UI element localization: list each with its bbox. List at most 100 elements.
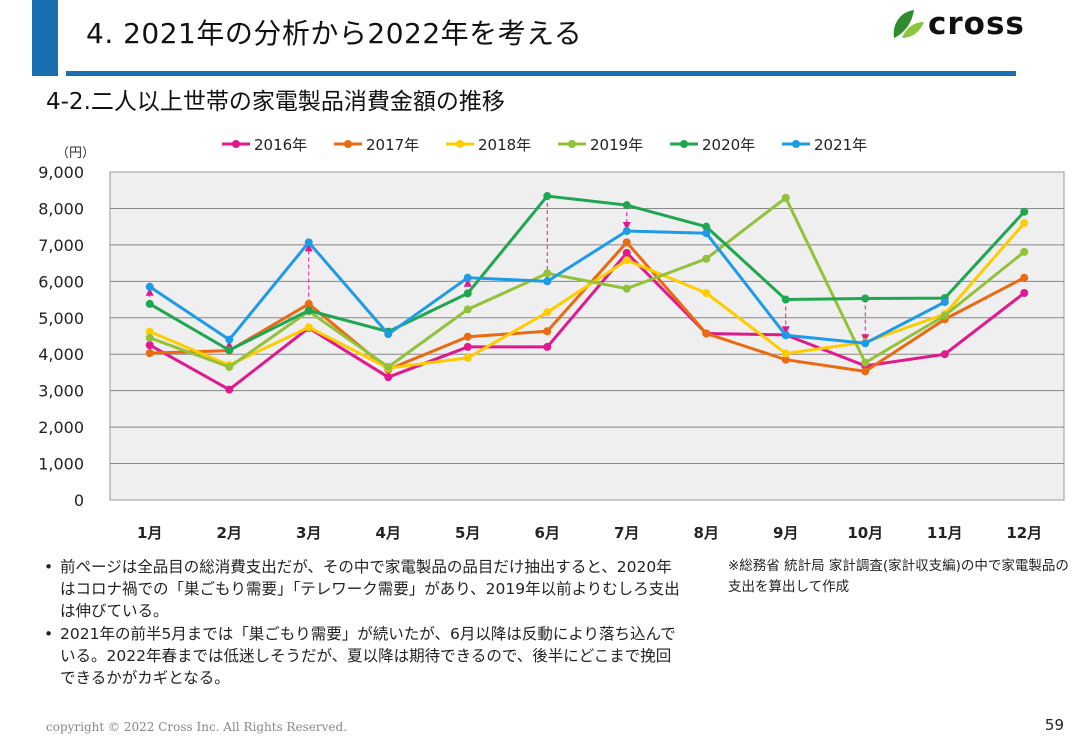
logo-wordmark: cross — [928, 6, 1025, 42]
data-point — [622, 248, 631, 257]
legend-swatch-marker — [344, 140, 352, 148]
data-point — [463, 289, 472, 298]
data-point — [225, 385, 234, 394]
legend-label: 2019年 — [590, 136, 643, 154]
annotation-arrow — [304, 243, 313, 252]
data-point — [781, 331, 790, 340]
data-point — [940, 311, 949, 320]
y-tick-label: 9,000 — [38, 163, 84, 182]
data-point — [1020, 273, 1029, 282]
data-point — [702, 229, 711, 238]
x-tick-labels: 1月 2月 3月 4月 5月 6月 7月 8月 9月 10月 11月 12月 — [137, 524, 1042, 542]
x-tick-label: 8月 — [694, 524, 719, 542]
data-point — [463, 342, 472, 351]
source-note: ※総務省 統計局 家計調査(家計収支編)の中で家電製品の支出を算出して作成 — [728, 558, 1069, 595]
title-accent-bar — [32, 0, 58, 76]
series-line-2020年 — [148, 194, 1026, 352]
x-tick-label: 4月 — [376, 524, 401, 542]
x-tick-label: 1月 — [137, 524, 162, 542]
y-tick-label: 0 — [74, 491, 84, 510]
data-point — [1020, 247, 1029, 256]
chart-legend: 2016年 2017年 2018年 2019年 2020年 2021年 — [222, 136, 867, 154]
y-tick-label: 5,000 — [38, 309, 84, 328]
data-point — [384, 362, 393, 371]
data-point — [940, 298, 949, 307]
data-point — [1020, 288, 1029, 297]
y-tick-label: 6,000 — [38, 272, 84, 291]
annotation-arrow — [622, 222, 631, 231]
page-number: 59 — [1044, 716, 1064, 734]
annotation-arrow — [781, 326, 790, 335]
x-tick-label: 2月 — [217, 524, 242, 542]
data-point — [781, 193, 790, 202]
legend-label: 2016年 — [254, 136, 307, 154]
series-line-2019年 — [149, 196, 1026, 369]
legend-swatch-marker — [568, 140, 576, 148]
data-point — [543, 308, 552, 317]
commentary-bullets: 前ページは全品目の総消費支出だが、その中で家電製品の品目だけ抽出すると、2020… — [44, 556, 684, 690]
section-subtitle: 4-2.二人以上世帯の家電製品消費金額の推移 — [46, 89, 505, 115]
x-tick-label: 7月 — [614, 524, 639, 542]
data-point — [145, 282, 154, 291]
data-point — [543, 269, 552, 278]
data-point — [702, 222, 711, 231]
bullet-item-1: 前ページは全品目の総消費支出だが、その中で家電製品の品目だけ抽出すると、2020… — [44, 556, 684, 622]
data-point — [543, 327, 552, 336]
data-point — [622, 284, 631, 293]
title-underline — [66, 71, 1016, 76]
grid-lines — [110, 207, 1064, 465]
legend-label: 2017年 — [366, 136, 419, 154]
copyright-footer: copyright © 2022 Cross Inc. All Rights R… — [46, 720, 348, 734]
annotation-arrow — [463, 278, 472, 287]
data-point — [543, 192, 552, 201]
legend-swatch-marker — [232, 140, 240, 148]
legend-swatch-marker — [680, 140, 688, 148]
data-point — [463, 353, 472, 362]
x-tick-label: 3月 — [296, 524, 321, 542]
legend-swatch-marker — [792, 140, 800, 148]
leaf-icon — [893, 10, 924, 38]
data-point — [702, 329, 711, 338]
data-point — [702, 288, 711, 297]
data-point — [861, 358, 870, 367]
y-axis-label: （円） — [56, 146, 95, 161]
line-chart: 2016年 2017年 2018年 2019年 2020年 2021年 （円） 0 1,00… — [38, 136, 1065, 542]
data-point — [781, 349, 790, 358]
annotation-arrow — [225, 340, 234, 349]
plot-area — [109, 171, 1065, 501]
data-point — [304, 306, 313, 315]
x-tick-label: 10月 — [847, 524, 883, 542]
data-point — [543, 342, 552, 351]
data-point — [304, 323, 313, 332]
data-point — [861, 294, 870, 303]
data-point — [145, 349, 154, 358]
data-point — [622, 238, 631, 247]
data-point — [622, 227, 631, 236]
data-point — [304, 299, 313, 308]
data-point — [225, 335, 234, 344]
x-tick-label: 5月 — [455, 524, 480, 542]
y-tick-label: 4,000 — [38, 345, 84, 364]
data-point — [145, 327, 154, 336]
page-title: 4. 2021年の分析から2022年を考える — [86, 17, 583, 50]
data-point — [463, 273, 472, 282]
data-point — [225, 346, 234, 355]
data-point — [940, 350, 949, 359]
data-point — [463, 332, 472, 341]
data-point — [304, 238, 313, 247]
y-tick-labels: 0 1,000 2,000 3,000 4,000 5,000 6,000 7,000 8,00… — [38, 163, 84, 510]
y-tick-label: 8,000 — [38, 199, 84, 218]
data-point — [781, 295, 790, 304]
y-tick-label: 7,000 — [38, 236, 84, 255]
data-point — [463, 305, 472, 314]
data-point — [384, 330, 393, 339]
data-point — [384, 373, 393, 382]
data-point — [1020, 219, 1029, 228]
data-point — [145, 299, 154, 308]
bullet-item-2: 2021年の前半5月までは「巣ごもり需要」が続いたが、6月以降は反動により落ち込… — [44, 623, 684, 689]
x-tick-label: 12月 — [1006, 524, 1042, 542]
legend-label: 2020年 — [702, 136, 755, 154]
data-point — [145, 333, 154, 342]
x-tick-label: 11月 — [927, 524, 963, 542]
data-point — [622, 256, 631, 265]
